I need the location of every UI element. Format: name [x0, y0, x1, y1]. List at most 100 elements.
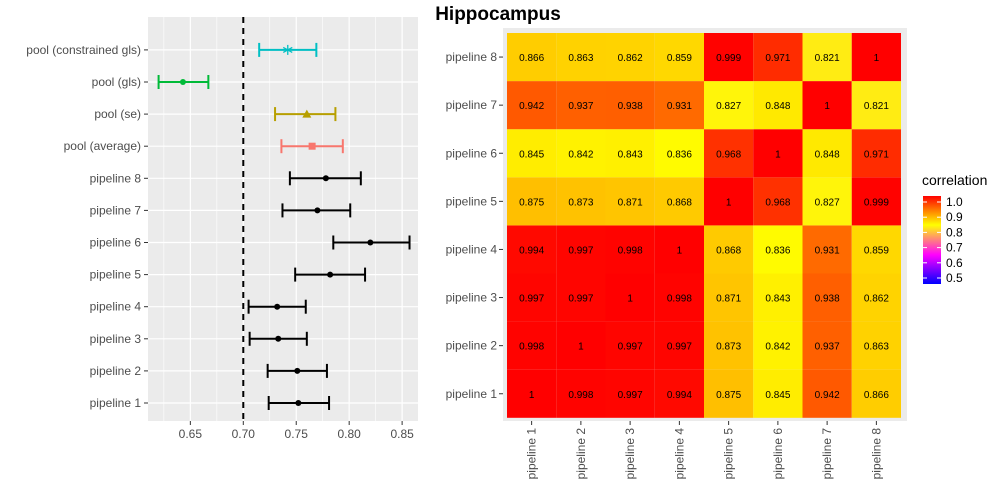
cell-value-label: 0.997 [568, 294, 593, 305]
heatmap-cell [507, 369, 557, 418]
cell-value-label: 1 [529, 390, 535, 401]
y-tick-label: pipeline 4 [446, 242, 498, 256]
heatmap-cell [851, 225, 901, 274]
heatmap-cell [704, 177, 754, 226]
heatmap-cell [556, 225, 606, 274]
heatmap-cell [753, 81, 803, 130]
y-tick-label: pipeline 4 [90, 300, 142, 314]
cell-value-label: 0.821 [864, 101, 889, 112]
heatmap-cell [802, 225, 852, 274]
heatmap-cell [704, 273, 754, 322]
point-estimate [322, 175, 329, 182]
point-estimate [275, 335, 282, 342]
heatmap-cell [605, 129, 655, 178]
cell-value-label: 1 [677, 245, 683, 256]
cell-value-label: 0.998 [519, 342, 544, 353]
heatmap-cell [753, 321, 803, 370]
heatmap-cell [753, 225, 803, 274]
heatmap-cell [802, 129, 852, 178]
cell-value-label: 1 [775, 149, 781, 160]
y-tick-label: pipeline 1 [446, 387, 498, 401]
y-tick-label: pipeline 6 [446, 146, 498, 160]
heatmap-cell [605, 273, 655, 322]
heatmap-cell [507, 225, 557, 274]
cell-value-label: 0.998 [568, 390, 593, 401]
x-tick-label: 0.65 [179, 427, 203, 441]
heatmap-y-labels: pipeline 1 pipeline 2 pipeline 3 pipeline 4… [446, 50, 503, 401]
forest-x-ticks: 0.65 0.70 0.75 0.80 0.85 [179, 421, 414, 441]
heatmap-cell [507, 177, 557, 226]
cell-value-label: 0.971 [765, 53, 790, 64]
heatmap-cell [802, 81, 852, 130]
x-tick-label: 0.85 [390, 427, 414, 441]
cell-value-label: 0.873 [568, 197, 593, 208]
cell-value-label: 0.997 [667, 342, 692, 353]
heatmap-cell [851, 369, 901, 418]
y-tick-label: pool (average) [64, 139, 141, 153]
cell-value-label: 0.827 [815, 197, 840, 208]
cell-value-label: 0.845 [519, 149, 544, 160]
heatmap-cell [851, 81, 901, 130]
cell-value-label: 0.999 [716, 53, 741, 64]
cell-value-label: 0.821 [815, 53, 840, 64]
forest-y-labels: pipeline 1 pipeline 2 pipeline 3 pipeline 4… [26, 43, 148, 410]
y-tick-label: pipeline 7 [446, 98, 498, 112]
heatmap-cell [802, 369, 852, 418]
cell-value-label: 0.866 [519, 53, 544, 64]
heatmap-cell [851, 273, 901, 322]
point-estimate [302, 109, 312, 118]
legend-tick-label: 0.7 [946, 241, 963, 255]
heatmap-cell [753, 177, 803, 226]
cell-value-label: 0.997 [519, 294, 544, 305]
y-tick-label: pipeline 3 [90, 332, 142, 346]
y-tick-label: pipeline 6 [90, 236, 142, 250]
heatmap-cell [556, 33, 606, 82]
cell-value-label: 0.938 [618, 101, 643, 112]
legend-tick-label: 1.0 [946, 195, 963, 209]
cell-value-label: 0.999 [864, 197, 889, 208]
point-estimate [274, 303, 281, 310]
cell-value-label: 0.942 [519, 101, 544, 112]
y-tick-label: pipeline 5 [90, 268, 142, 282]
color-legend: correlation 1.00.90.8 0.70.60.5 [922, 172, 987, 285]
cell-value-label: 0.994 [667, 390, 692, 401]
point-estimate [282, 44, 293, 55]
heatmap-cell [704, 369, 754, 418]
cell-value-label: 0.971 [864, 149, 889, 160]
legend-colorbar [923, 196, 941, 284]
heatmap-cell [654, 369, 704, 418]
heatmap-cell [556, 129, 606, 178]
cell-value-label: 1 [627, 294, 633, 305]
y-tick-label: pool (gls) [92, 75, 141, 89]
y-tick-label: pipeline 3 [446, 291, 498, 305]
legend-title: correlation [922, 172, 987, 188]
y-tick-label: pipeline 8 [446, 50, 498, 64]
cell-value-label: 0.938 [815, 294, 840, 305]
cell-value-label: 0.875 [519, 197, 544, 208]
cell-value-label: 0.931 [667, 101, 692, 112]
heatmap-cell [802, 273, 852, 322]
heatmap-cell [556, 273, 606, 322]
cell-value-label: 1 [726, 197, 732, 208]
cell-value-label: 0.937 [568, 101, 593, 112]
heatmap-cell [507, 33, 557, 82]
cell-value-label: 0.863 [864, 342, 889, 353]
cell-value-label: 0.862 [618, 53, 643, 64]
cell-value-label: 0.998 [667, 294, 692, 305]
cell-value-label: 0.873 [716, 342, 741, 353]
cell-value-label: 1 [578, 342, 584, 353]
point-estimate [179, 79, 186, 85]
y-tick-label: pipeline 5 [446, 194, 498, 208]
cell-value-label: 0.827 [716, 101, 741, 112]
point-estimate [294, 367, 301, 374]
y-tick-label: pool (se) [94, 107, 141, 121]
x-tick-label: pipeline 1 [525, 428, 539, 480]
point-estimate [314, 207, 321, 214]
x-tick-label: pipeline 8 [869, 428, 883, 480]
cell-value-label: 0.859 [667, 53, 692, 64]
legend-tick-label: 0.6 [946, 256, 963, 270]
cell-value-label: 0.848 [765, 101, 790, 112]
heatmap-cell [704, 33, 754, 82]
cell-value-label: 0.994 [519, 245, 544, 256]
